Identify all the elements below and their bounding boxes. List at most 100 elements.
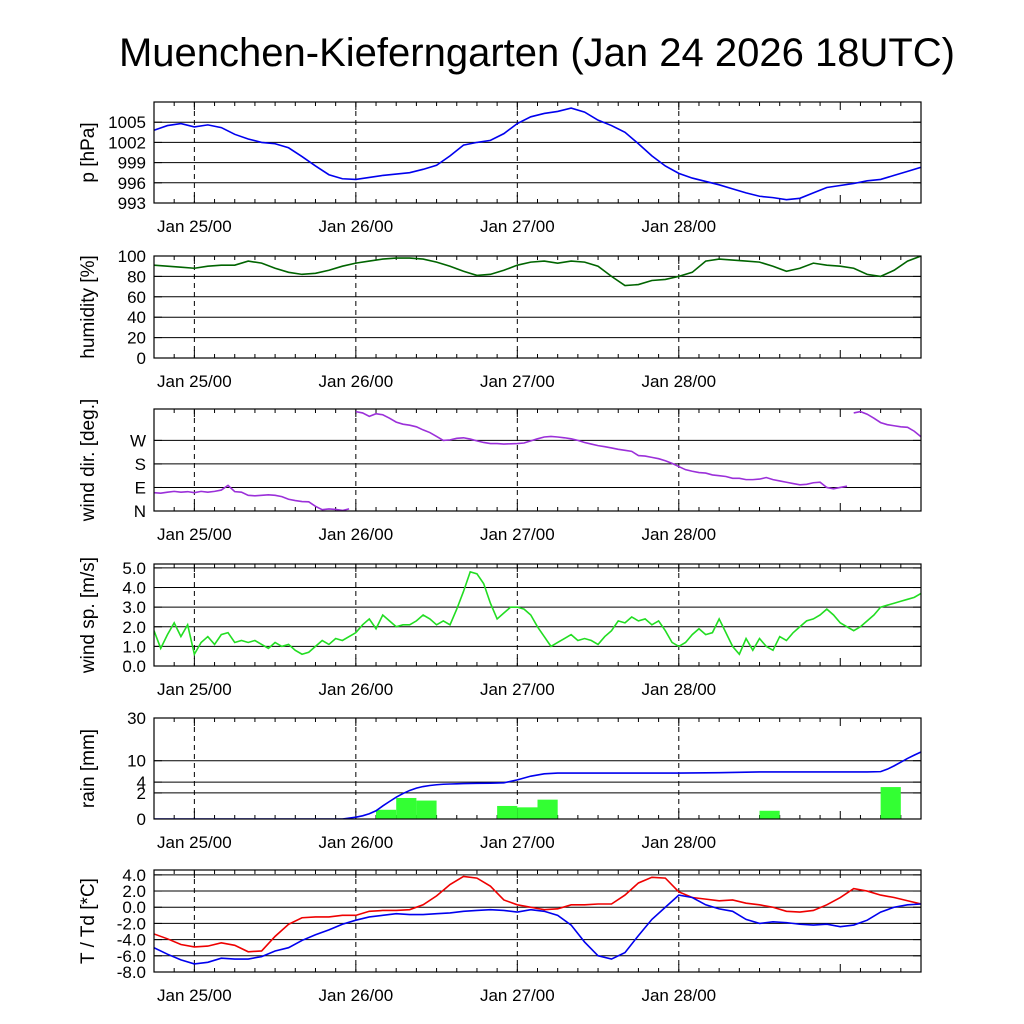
- x-tick-label: Jan 28/00: [641, 680, 716, 699]
- y-tick-label: 20: [127, 329, 146, 348]
- plot-area: [154, 107, 921, 201]
- x-tick-label: Jan 28/00: [641, 986, 716, 1005]
- rain-bar: [880, 787, 901, 819]
- rain-bar: [416, 800, 437, 819]
- panel-frame: [153, 717, 922, 820]
- x-tick-label: Jan 25/00: [157, 372, 232, 391]
- y-tick-label: 10: [127, 752, 146, 771]
- wind-direction-trace: [853, 410, 921, 438]
- y-tick-label: -2.0: [117, 914, 146, 933]
- panel-frame: [153, 101, 922, 204]
- series-line: [154, 256, 921, 287]
- y-tick-label: 80: [127, 267, 146, 286]
- rain-bar: [517, 807, 538, 819]
- panel-temperature: 4.02.00.0-2.0-4.0-6.0-8.0 Jan 25/00 Jan 26…: [78, 866, 922, 1005]
- y-axis-label: p [hPa]: [78, 122, 99, 182]
- plot-area: [154, 256, 921, 287]
- y-tick-label: 60: [127, 288, 146, 307]
- x-tick-label: Jan 27/00: [480, 525, 555, 544]
- panel-frame: [153, 869, 922, 973]
- y-tick-label: -8.0: [117, 963, 146, 982]
- x-tick-label: Jan 26/00: [318, 833, 393, 852]
- rain-bar: [497, 805, 518, 819]
- y-axis-label: T / Td [*C]: [78, 878, 99, 964]
- y-tick-label: 0: [137, 349, 146, 368]
- series-line: [154, 570, 921, 657]
- y-tick-label: 5.0: [122, 559, 146, 578]
- y-tick-label: 2.0: [122, 618, 146, 637]
- temperature-line: [154, 875, 921, 953]
- y-tick-label: 30: [127, 709, 146, 728]
- x-tick-label: Jan 26/00: [318, 986, 393, 1005]
- x-tick-label: Jan 27/00: [480, 986, 555, 1005]
- y-tick-label: 1002: [108, 133, 146, 152]
- x-tick-label: Jan 27/00: [480, 833, 555, 852]
- chart-title: Muenchen-Kieferngarten (Jan 24 2026 18UT…: [119, 31, 955, 75]
- x-tick-label: Jan 25/00: [157, 833, 232, 852]
- wind-direction-trace: [154, 484, 350, 511]
- y-tick-label: 4: [137, 773, 146, 792]
- y-tick-label: 2: [137, 784, 146, 803]
- y-axis-label: rain [mm]: [78, 729, 99, 808]
- x-tick-label: Jan 28/00: [641, 525, 716, 544]
- y-tick-label: 40: [127, 308, 146, 327]
- x-tick-label: Jan 28/00: [641, 217, 716, 236]
- x-tick-label: Jan 26/00: [318, 372, 393, 391]
- x-tick-label: Jan 28/00: [641, 372, 716, 391]
- rain-bar: [537, 799, 558, 819]
- plot-area: [154, 751, 921, 819]
- x-tick-label: Jan 26/00: [318, 525, 393, 544]
- y-tick-label: 3.0: [122, 598, 146, 617]
- y-tick-label: W: [130, 431, 146, 450]
- y-tick-label: 0.0: [122, 898, 146, 917]
- y-tick-label: E: [135, 478, 146, 497]
- x-tick-label: Jan 26/00: [318, 217, 393, 236]
- y-tick-label: 4.0: [122, 866, 146, 885]
- y-tick-label: 1.0: [122, 637, 146, 656]
- plot-area: [154, 875, 921, 965]
- y-tick-label: 4.0: [122, 579, 146, 598]
- y-tick-label: -6.0: [117, 947, 146, 966]
- y-tick-label: 1005: [108, 113, 146, 132]
- y-tick-label: 0: [137, 810, 146, 829]
- rain-bar: [396, 797, 417, 819]
- x-tick-label: Jan 25/00: [157, 680, 232, 699]
- y-axis-label: wind dir. [deg.]: [78, 399, 99, 523]
- y-tick-label: 993: [118, 194, 146, 213]
- y-tick-label: 999: [118, 154, 146, 173]
- y-axis-label: humidity [%]: [78, 255, 99, 358]
- y-tick-label: 996: [118, 174, 146, 193]
- cumulative-rain-line: [154, 751, 921, 819]
- panel-frame: [153, 408, 922, 512]
- panel-frame: [153, 255, 922, 359]
- panel-frame: [153, 563, 922, 667]
- x-tick-label: Jan 27/00: [480, 680, 555, 699]
- wind-direction-trace: [355, 410, 848, 490]
- x-tick-label: Jan 25/00: [157, 217, 232, 236]
- series-line: [154, 107, 921, 201]
- y-tick-label: S: [135, 455, 146, 474]
- plot-area: [154, 410, 921, 511]
- x-tick-label: Jan 25/00: [157, 986, 232, 1005]
- panel-rain: 30 10 42 0 Jan 25/00 Jan 26/00 Jan 27/00 Jan 28…: [78, 709, 922, 852]
- x-tick-label: Jan 26/00: [318, 680, 393, 699]
- y-tick-label: 0.0: [122, 657, 146, 676]
- panel-wind-speed: 5.04.03.02.01.00.0 Jan 25/00 Jan 26/00 Jan …: [78, 557, 922, 699]
- x-tick-label: Jan 27/00: [480, 372, 555, 391]
- rain-bar: [376, 809, 397, 819]
- x-tick-label: Jan 25/00: [157, 525, 232, 544]
- dewpoint-line: [154, 894, 921, 965]
- y-tick-label: N: [134, 502, 146, 521]
- plot-area: [154, 570, 921, 657]
- x-tick-label: Jan 28/00: [641, 833, 716, 852]
- y-tick-label: 100: [118, 247, 146, 266]
- y-tick-label: 2.0: [122, 882, 146, 901]
- y-axis-label: wind sp. [m/s]: [78, 557, 99, 674]
- rain-bar: [759, 810, 780, 819]
- y-tick-label: -4.0: [117, 931, 146, 950]
